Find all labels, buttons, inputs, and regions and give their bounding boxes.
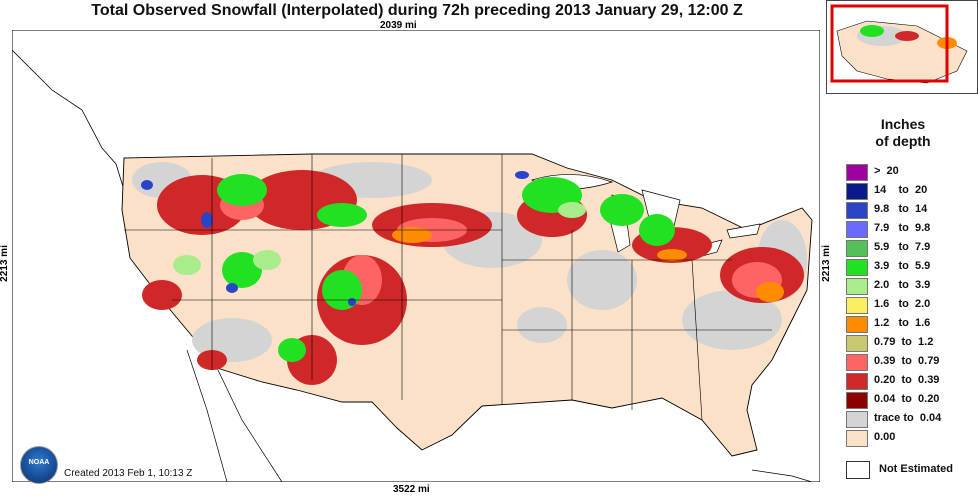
legend-swatch: [846, 221, 868, 238]
legend-item: trace to 0.04: [846, 410, 978, 429]
legend-item: 1.6 to 2.0: [846, 296, 978, 315]
legend-item: > 20: [846, 163, 978, 182]
baja-outline: [186, 349, 228, 482]
created-timestamp: Created 2013 Feb 1, 10:13 Z: [64, 468, 193, 479]
legend-item: 9.8 to 14: [846, 201, 978, 220]
legend-label: 0.39 to 0.79: [874, 355, 940, 367]
legend-title: Inches of depth: [875, 116, 931, 149]
canada-coast: [12, 49, 125, 191]
legend-label: 2.0 to 3.9: [874, 279, 931, 291]
legend-label: 0.04 to 0.20: [874, 393, 940, 405]
legend-swatch: [846, 202, 868, 219]
legend-item: 1.2 to 1.6: [846, 315, 978, 334]
legend-item: 0.00: [846, 429, 978, 448]
legend-item: 3.9 to 5.9: [846, 258, 978, 277]
snowfall-map: [12, 30, 820, 482]
legend-swatch: [846, 259, 868, 276]
legend-swatch: [846, 411, 868, 428]
locator-inset-map[interactable]: [826, 0, 978, 94]
legend-swatch: [846, 354, 868, 371]
legend-swatch: [846, 297, 868, 314]
legend-label: 0.79 to 1.2: [874, 336, 934, 348]
legend-label: 3.9 to 5.9: [874, 260, 931, 272]
legend-label: 9.8 to 14: [874, 203, 928, 215]
lake-ontario: [726, 223, 761, 239]
legend-swatch: [846, 278, 868, 295]
legend-label: 14 to 20: [874, 184, 928, 196]
legend-label: 5.9 to 7.9: [874, 241, 931, 253]
legend-swatch: [846, 316, 868, 333]
legend-swatch: [846, 183, 868, 200]
mexico-outline: [216, 367, 283, 482]
legend-item: 14 to 20: [846, 182, 978, 201]
legend-item: 5.9 to 7.9: [846, 239, 978, 258]
legend-label: 0.20 to 0.39: [874, 374, 940, 386]
legend-item: 2.0 to 3.9: [846, 277, 978, 296]
legend-label: > 20: [874, 165, 899, 177]
map-title: Total Observed Snowfall (Interpolated) d…: [91, 2, 743, 19]
legend-label: trace to 0.04: [874, 412, 942, 424]
bottom-dimension-label: 3522 mi: [393, 484, 430, 495]
legend-item: 0.20 to 0.39: [846, 372, 978, 391]
legend-item: 0.04 to 0.20: [846, 391, 978, 410]
cuba-outline: [751, 469, 813, 482]
left-dimension-label: 2213 mi: [0, 245, 10, 282]
legend-label: 7.9 to 9.8: [874, 222, 931, 234]
top-dimension-label: 2039 mi: [380, 20, 417, 31]
legend-item: 7.9 to 9.8: [846, 220, 978, 239]
legend-swatch: [846, 335, 868, 352]
legend-swatch: [846, 164, 868, 181]
legend-item: 0.39 to 0.79: [846, 353, 978, 372]
legend-swatch: [846, 240, 868, 257]
deep-snow-areas: [141, 171, 529, 306]
not-estimated-swatch: [846, 461, 870, 479]
inset-view-box: [830, 4, 949, 83]
not-estimated-legend: Not Estimated: [846, 460, 978, 479]
legend-label: 1.2 to 1.6: [874, 317, 931, 329]
right-dimension-label: 2213 mi: [820, 245, 832, 282]
legend-label: 1.6 to 2.0: [874, 298, 931, 310]
legend-swatch: [846, 392, 868, 409]
state-boundaries: [124, 154, 772, 421]
legend-label: 0.00: [874, 431, 896, 443]
legend-swatch: [846, 373, 868, 390]
legend: > 20 14 to 20 9.8 to 14 7.9 to 9.8 5.9 t…: [846, 163, 978, 448]
legend-item: 0.79 to 1.2: [846, 334, 978, 353]
noaa-logo: NOAA: [20, 446, 58, 484]
legend-swatch: [846, 430, 868, 447]
not-estimated-label: Not Estimated: [879, 463, 953, 475]
light-green-areas: [173, 202, 586, 275]
